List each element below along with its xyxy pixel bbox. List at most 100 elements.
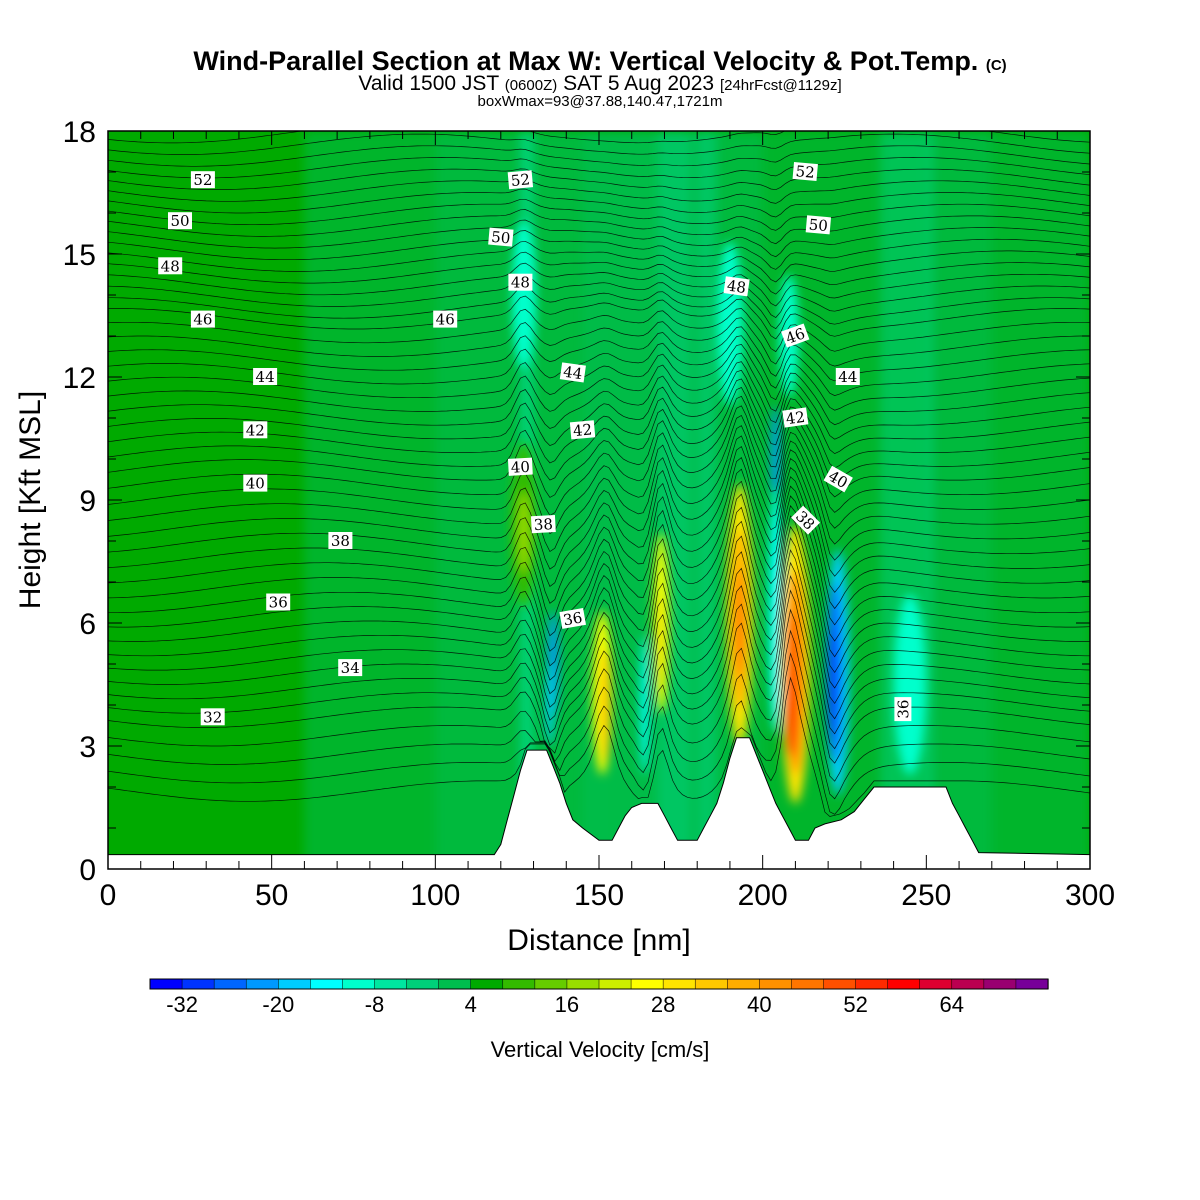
colorbar-frame — [149, 978, 1049, 990]
theta-label-text: 48 — [726, 277, 747, 297]
colorbar-swatch — [406, 978, 440, 990]
theta-label-text: 38 — [331, 532, 350, 550]
theta-contour — [108, 145, 1090, 167]
theta-contour — [108, 295, 1090, 340]
theta-contour — [108, 425, 1090, 553]
theta-contour — [108, 561, 1090, 735]
velocity-cell — [518, 491, 529, 574]
theta-contour — [108, 178, 1090, 204]
theta-label-box — [168, 212, 192, 230]
theta-label: 48 — [723, 276, 750, 297]
theta-label-text: 36 — [894, 700, 912, 719]
colorbar-swatch — [727, 978, 761, 990]
x-axis-label: Distance [nm] — [507, 924, 690, 957]
theta-contour — [108, 537, 1090, 708]
theta-label-box — [507, 170, 534, 190]
colorbar-swatch — [342, 978, 376, 990]
colorbar-swatch — [919, 978, 953, 990]
theta-label-box — [805, 215, 832, 235]
theta-label-text: 44 — [562, 363, 583, 383]
colorbar-tick-label: 40 — [747, 992, 771, 1017]
colorbar-tick-label: -32 — [166, 992, 198, 1017]
subtitle-date: SAT 5 Aug 2023 — [563, 72, 714, 95]
colorbar-swatch — [149, 978, 183, 990]
theta-contour — [108, 676, 1090, 817]
theta-contour — [108, 415, 1090, 535]
velocity-cell — [768, 487, 783, 734]
theta-contour — [108, 240, 1090, 283]
theta-label: 36 — [559, 607, 587, 629]
colorbar-swatch — [213, 978, 247, 990]
y-tick-label: 15 — [63, 239, 96, 272]
theta-label-text: 34 — [341, 659, 360, 677]
theta-label-box — [835, 368, 860, 385]
theta-label-box — [328, 532, 353, 549]
theta-label: 36 — [266, 593, 291, 612]
theta-labels: 52 50 48 46 44 42 40 38 36 34 32 52 50 48 46 44 42 40 38 36… — [158, 161, 912, 726]
theta-label-box — [791, 505, 821, 535]
terrain — [108, 737, 1090, 869]
colorbar-swatch — [470, 978, 504, 990]
velocity-wash — [304, 131, 1090, 869]
theta-contour — [108, 317, 1090, 367]
theta-label-box — [243, 474, 268, 492]
colorbar-tick-label: 64 — [940, 992, 964, 1017]
theta-contour — [108, 480, 1090, 637]
velocity-cell — [600, 647, 611, 763]
theta-contour — [108, 361, 1090, 440]
colorbar-swatch — [502, 978, 536, 990]
x-tick-label: 250 — [901, 879, 951, 912]
colorbar-tick-label: 4 — [465, 992, 477, 1017]
theta-contour — [108, 629, 1090, 800]
theta-label-box — [569, 420, 596, 440]
chart-title: Wind-Parallel Section at Max W: Vertical… — [193, 46, 1006, 76]
theta-label-box — [792, 161, 818, 182]
colorbar-tick-label: 52 — [843, 992, 867, 1017]
theta-label-text: 40 — [246, 475, 265, 493]
theta-label-box — [200, 708, 225, 726]
theta-contour — [108, 525, 1090, 695]
theta-contour — [108, 352, 1090, 426]
theta-label-text: 48 — [511, 274, 530, 292]
theta-label-box — [823, 465, 853, 493]
theta-label: 42 — [243, 421, 268, 439]
theta-label-text: 46 — [783, 324, 807, 347]
velocity-cell — [771, 405, 781, 513]
theta-contour — [108, 251, 1090, 295]
theta-label: 52 — [507, 170, 534, 190]
colorbar-swatch — [1015, 978, 1049, 990]
theta-label: 46 — [781, 323, 810, 348]
theta-label: 38 — [530, 514, 556, 534]
colorbar-swatch — [791, 978, 825, 990]
theta-contour — [108, 468, 1090, 621]
colorbar-swatch — [662, 978, 696, 990]
theta-label-box — [243, 421, 268, 439]
theta-label-text: 32 — [203, 708, 222, 726]
theta-contour — [108, 405, 1090, 516]
theta-label: 44 — [835, 368, 860, 386]
subtitle-forecast: [24hrFcst@1129z] — [720, 77, 842, 94]
colorbar-tick-label: 28 — [651, 992, 675, 1017]
theta-label-box — [190, 171, 215, 189]
theta-label-text: 52 — [795, 162, 816, 182]
velocity-cell — [893, 594, 927, 775]
theta-label-box — [894, 697, 912, 722]
theta-contour — [108, 369, 1090, 455]
x-tick-label: 0 — [100, 879, 117, 912]
theta-contour — [108, 445, 1090, 587]
theta-label-box — [559, 607, 587, 629]
x-tick-label: 150 — [574, 879, 624, 912]
theta-contour — [108, 505, 1090, 667]
plot-area: 52 50 48 46 44 42 40 38 36 34 32 52 50 48 46 44 42 40 38 36… — [108, 131, 1090, 869]
velocity-cell — [735, 569, 745, 677]
velocity-cell — [545, 664, 554, 746]
theta-label-box — [781, 323, 810, 348]
y-tick-label: 6 — [79, 608, 96, 641]
theta-label-text: 36 — [269, 594, 288, 612]
theta-label-box — [723, 276, 750, 297]
theta-label-text: 50 — [808, 216, 829, 236]
colorbar-swatch — [598, 978, 632, 990]
velocity-wash-band — [697, 131, 717, 869]
theta-contour — [136, 131, 1090, 132]
